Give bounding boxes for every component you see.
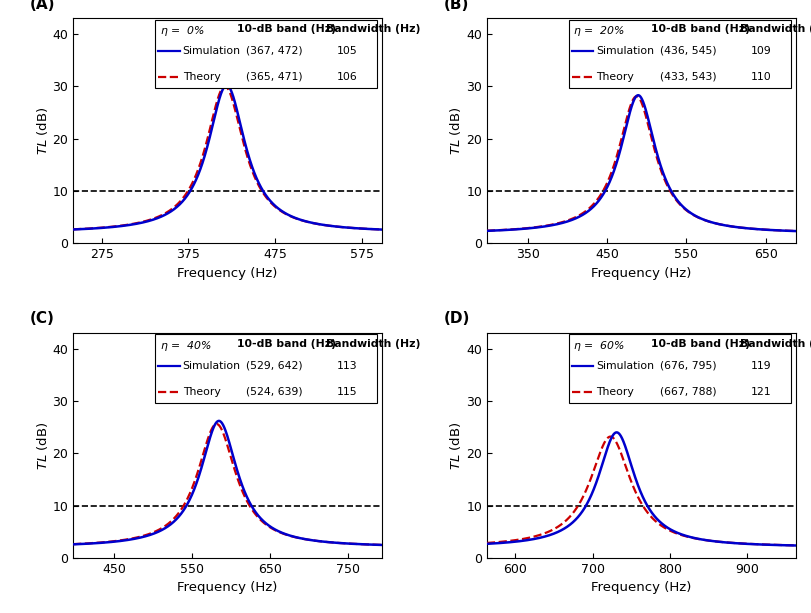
Text: 10-dB band (Hz): 10-dB band (Hz) xyxy=(237,339,336,349)
Text: 10-dB band (Hz): 10-dB band (Hz) xyxy=(650,25,749,34)
Text: 10-dB band (Hz): 10-dB band (Hz) xyxy=(650,339,749,349)
Y-axis label: $TL$ (dB): $TL$ (dB) xyxy=(448,421,463,470)
Text: Bandwidth (Hz): Bandwidth (Hz) xyxy=(326,339,420,349)
Text: 110: 110 xyxy=(750,72,770,82)
Text: (A): (A) xyxy=(30,0,55,12)
Text: Theory: Theory xyxy=(596,72,633,82)
Text: Simulation: Simulation xyxy=(596,46,654,56)
Text: 10-dB band (Hz): 10-dB band (Hz) xyxy=(237,25,336,34)
Y-axis label: $TL$ (dB): $TL$ (dB) xyxy=(448,107,463,155)
Text: 109: 109 xyxy=(750,46,770,56)
X-axis label: Frequency (Hz): Frequency (Hz) xyxy=(590,267,691,280)
X-axis label: Frequency (Hz): Frequency (Hz) xyxy=(177,267,277,280)
Text: (667, 788): (667, 788) xyxy=(659,387,715,397)
Text: Bandwidth (Hz): Bandwidth (Hz) xyxy=(326,25,420,34)
Text: $\eta$ =  0%: $\eta$ = 0% xyxy=(159,25,204,39)
Text: 115: 115 xyxy=(337,387,358,397)
Text: (367, 472): (367, 472) xyxy=(246,46,303,56)
Text: (529, 642): (529, 642) xyxy=(246,360,303,371)
Text: (365, 471): (365, 471) xyxy=(246,72,303,82)
FancyBboxPatch shape xyxy=(155,20,377,88)
Text: 113: 113 xyxy=(337,360,358,371)
Text: Simulation: Simulation xyxy=(596,360,654,371)
Text: Theory: Theory xyxy=(182,72,221,82)
Text: (433, 543): (433, 543) xyxy=(659,72,715,82)
Text: $\eta$ =  40%: $\eta$ = 40% xyxy=(159,339,211,353)
Text: Simulation: Simulation xyxy=(182,360,240,371)
Text: (C): (C) xyxy=(30,311,54,326)
Text: Theory: Theory xyxy=(596,387,633,397)
Text: Theory: Theory xyxy=(182,387,221,397)
X-axis label: Frequency (Hz): Frequency (Hz) xyxy=(590,581,691,594)
Text: $\eta$ =  20%: $\eta$ = 20% xyxy=(573,25,624,39)
Text: (D): (D) xyxy=(443,311,470,326)
Text: Bandwidth (Hz): Bandwidth (Hz) xyxy=(740,25,811,34)
Text: (524, 639): (524, 639) xyxy=(246,387,303,397)
Text: 105: 105 xyxy=(337,46,358,56)
Text: 119: 119 xyxy=(750,360,770,371)
Text: $\eta$ =  60%: $\eta$ = 60% xyxy=(573,339,624,353)
FancyBboxPatch shape xyxy=(568,20,790,88)
Text: (676, 795): (676, 795) xyxy=(659,360,715,371)
Text: Simulation: Simulation xyxy=(182,46,240,56)
Text: Bandwidth (Hz): Bandwidth (Hz) xyxy=(740,339,811,349)
Text: (436, 545): (436, 545) xyxy=(659,46,715,56)
Text: 106: 106 xyxy=(337,72,358,82)
FancyBboxPatch shape xyxy=(568,334,790,403)
Text: 121: 121 xyxy=(750,387,770,397)
X-axis label: Frequency (Hz): Frequency (Hz) xyxy=(177,581,277,594)
Y-axis label: $TL$ (dB): $TL$ (dB) xyxy=(35,421,49,470)
Text: (B): (B) xyxy=(443,0,469,12)
FancyBboxPatch shape xyxy=(155,334,377,403)
Y-axis label: $TL$ (dB): $TL$ (dB) xyxy=(35,107,49,155)
